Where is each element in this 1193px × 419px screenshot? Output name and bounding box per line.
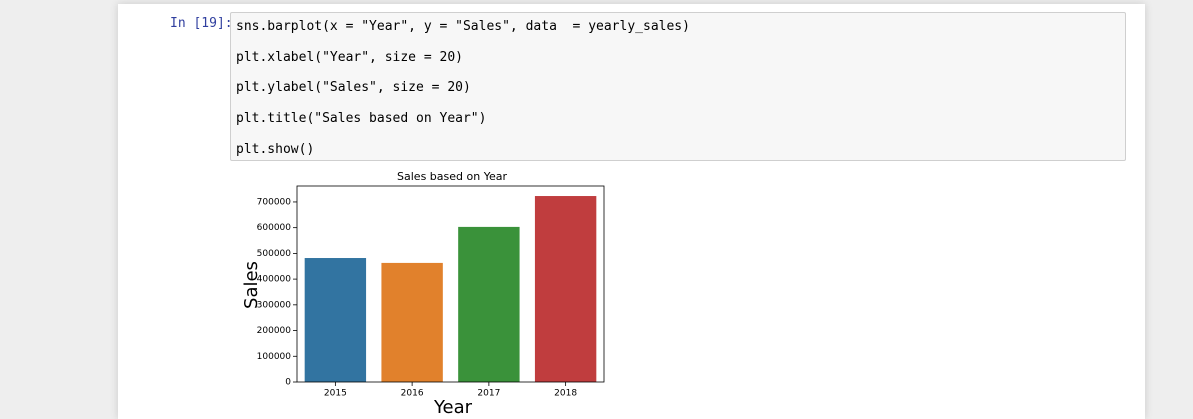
y-tick-label: 400000	[257, 275, 292, 285]
x-tick-label: 2018	[554, 389, 577, 399]
bar	[458, 226, 520, 382]
code-line: plt.ylabel("Sales", size = 20)	[236, 80, 471, 95]
bar	[534, 196, 597, 382]
code-line: plt.show()	[236, 142, 315, 157]
y-tick-label: 200000	[257, 326, 292, 336]
y-tick-label: 100000	[257, 352, 292, 362]
axes-frame	[296, 185, 605, 383]
y-tick-label: 300000	[257, 300, 292, 310]
y-tick-label: 0	[285, 378, 291, 388]
code-line: plt.xlabel("Year", size = 20)	[236, 50, 463, 65]
y-axis-label: Sales	[241, 261, 262, 309]
cell-prompt: In [19]:	[170, 16, 233, 31]
x-axis-label: Year	[433, 397, 473, 418]
y-tick-label: 600000	[257, 223, 292, 233]
y-tick-label: 500000	[257, 249, 292, 259]
bar	[304, 258, 367, 382]
y-tick-label: 700000	[257, 197, 292, 207]
code-line: sns.barplot(x = "Year", y = "Sales", dat…	[236, 19, 690, 34]
chart-title: Sales based on Year	[397, 170, 507, 183]
code-cell[interactable]: sns.barplot(x = "Year", y = "Sales", dat…	[230, 12, 1126, 161]
x-tick-label: 2017	[477, 389, 500, 399]
x-tick-label: 2015	[324, 389, 347, 399]
bar	[381, 262, 443, 382]
code-line: plt.title("Sales based on Year")	[236, 111, 487, 126]
x-tick-label: 2016	[401, 389, 424, 399]
